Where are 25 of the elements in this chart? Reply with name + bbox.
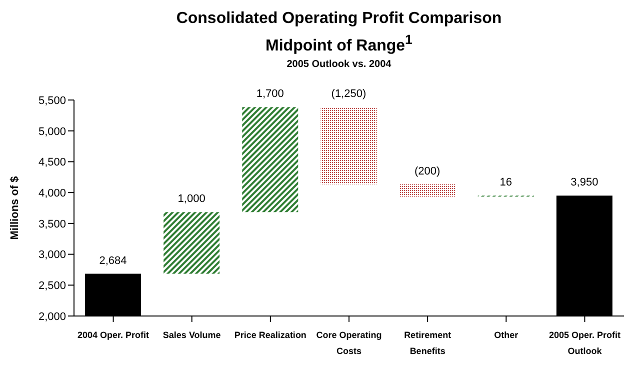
y-axis-title: Millions of $	[8, 176, 21, 240]
y-tick-label: 2,000	[38, 311, 66, 324]
chart-subtitle: 2005 Outlook vs. 2004	[286, 59, 392, 70]
y-tick-label: 3,500	[38, 218, 66, 231]
data-label: 1,000	[178, 193, 206, 206]
y-tick-label: 5,000	[38, 126, 66, 138]
x-tick-label: Core Operating Costs	[316, 330, 382, 356]
data-label: 3,950	[570, 176, 598, 189]
x-tick-label: 2005 Oper. Profit Outlook	[548, 330, 620, 356]
x-tick-label: 2004 Oper. Profit	[78, 330, 150, 340]
x-tick-label: Other	[494, 330, 519, 340]
data-label: 1,700	[256, 88, 284, 100]
data-label: 2,684	[99, 255, 127, 268]
y-tick-label: 5,500	[38, 95, 66, 108]
x-tick-label: Retirement Benefits	[404, 330, 452, 356]
data-label: (1,250)	[331, 88, 366, 100]
y-tick-label: 4,500	[38, 156, 66, 169]
y-tick-label: 4,000	[38, 188, 66, 200]
y-tick-label: 3,000	[38, 250, 66, 262]
chart-title: Consolidated Operating Profit Comparison Midpoint of Range$^{1}$	[175, 9, 503, 56]
data-label: 16	[500, 176, 512, 189]
y-tick-label: 2,500	[38, 280, 66, 292]
x-tick-label: Price Realization	[234, 330, 306, 340]
x-tick-label: Sales Volume	[162, 330, 221, 340]
data-label: (200)	[414, 166, 440, 178]
